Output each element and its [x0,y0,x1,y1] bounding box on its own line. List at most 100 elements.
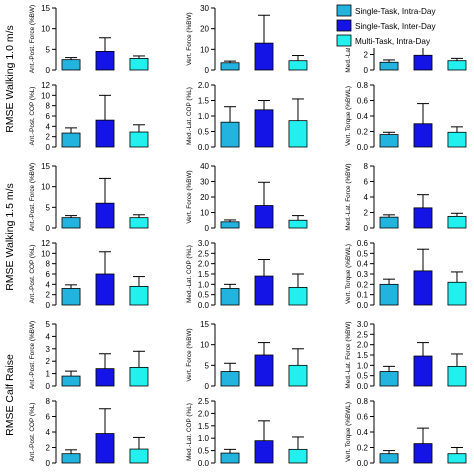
y-tick-label: 30 [200,178,209,187]
bar-single-task-inter-day [254,109,274,148]
y-tick-label: 2.5 [198,249,210,258]
bar-multi-task-intra-day [288,448,308,464]
bar-multi-task-intra-day [288,60,308,71]
y-tick-label: 0.6 [357,413,369,422]
y-tick-label: 5 [46,203,51,212]
y-tick-label: 0.1 [357,291,369,300]
y-tick-label: 15 [41,162,50,171]
y-tick-label: 5 [205,361,210,370]
panel-15: 0.00.5 1.01.52.0 2.53.0 Med.-Lat. Force (%B… [345,320,467,391]
y-axis-label: Ant.-Post. Force (%BW) [29,5,36,73]
row-label-calf-raise: RMSE Calf Raise [4,354,16,436]
y-tick-label: 20 [200,25,209,34]
panel-5: 0.0 0.5 1.0 1.5 2.0 Med.-Lat. COP (%L) [186,81,308,152]
y-tick-label: 1.5 [198,270,210,279]
bar-single-task-intra-day [61,375,81,387]
y-tick-label: 2 [46,291,51,300]
bar-multi-task-intra-day [288,120,308,148]
panel-8: 0 10 20 30 40 Vert. Force (%BW) [186,162,308,233]
bar-multi-task-intra-day [447,281,467,306]
y-tick-label: 4 [364,193,369,202]
y-tick-label: 0 [46,66,51,75]
y-tick-label: 0.5 [198,128,210,137]
bar-multi-task-intra-day [129,131,149,148]
legend-label: Single-Task, Intra-Day [355,7,436,16]
y-tick-label: 1 [46,370,51,379]
y-tick-label: 10 [41,25,50,34]
bar-single-task-inter-day [254,205,274,229]
bar-single-task-inter-day [95,368,115,387]
panel-13: 0 1 2 3 4 5 Ant.-Post. Force (%BW) [29,320,149,391]
y-tick-label: 0.2 [357,280,369,289]
y-tick-label: 2.5 [198,397,210,406]
y-tick-label: 2 [46,444,51,453]
y-axis-label: Ant.-Post. COP (%L) [29,245,36,304]
y-tick-label: 4 [46,122,51,131]
bar-multi-task-intra-day [288,219,308,229]
y-tick-label: 5 [46,320,51,329]
y-tick-label: 8 [46,102,51,111]
bar-single-task-inter-day [254,440,274,464]
bar-multi-task-intra-day [288,287,308,306]
y-tick-label: 40 [200,162,209,171]
panel-11: 0.00.5 1.01.52.0 2.53.0 Med.-Lat. COP (%L) [186,239,308,310]
y-tick-label: 0.0 [198,459,210,468]
bar-multi-task-intra-day [129,366,149,387]
y-axis-label: Ant.-Post. Force (%BW) [29,321,36,389]
y-tick-label: 4 [46,280,51,289]
bar-multi-task-intra-day [129,217,149,229]
bar-multi-task-intra-day [447,453,467,464]
y-tick-label: 8 [46,260,51,269]
y-tick-label: 2 [46,357,51,366]
y-axis-label: Med.-Lat. Force (%BW) [345,163,352,230]
y-tick-label: 6 [46,413,51,422]
y-axis-label: Vert. Torque (%BWL) [345,402,352,462]
bar-multi-task-intra-day [288,364,308,387]
y-tick-label: 0 [205,224,210,233]
y-tick-label: 0 [364,224,369,233]
bar-single-task-intra-day [61,453,81,464]
y-tick-label: 12 [41,81,50,90]
panel-17: 0.0 0.5 1.0 1.5 2.0 2.5 Med.-Lat. COP (%L) [186,397,308,468]
y-tick-label: 0.3 [357,270,369,279]
bar-single-task-intra-day [379,453,399,464]
y-tick-label: 2.5 [357,330,369,339]
y-tick-label: 10 [200,341,209,350]
y-tick-label: 1.0 [357,361,369,370]
bar-single-task-inter-day [254,275,274,306]
bar-single-task-inter-day [413,123,433,148]
bar-single-task-intra-day [220,288,240,306]
bar-single-task-intra-day [379,283,399,306]
bar-single-task-inter-day [95,51,115,71]
y-tick-label: 1.5 [198,422,210,431]
bar-single-task-inter-day [413,207,433,229]
y-axis-label: Vert. Force (%BW) [186,12,193,65]
y-tick-label: 0 [46,301,51,310]
bar-single-task-inter-day [95,433,115,464]
y-tick-label: 2.0 [357,341,369,350]
y-tick-label: 4 [46,428,51,437]
y-tick-label: 1.5 [198,97,210,106]
y-tick-label: 15 [41,4,50,13]
y-tick-label: 0.2 [357,128,369,137]
bar-multi-task-intra-day [447,365,467,387]
panel-6: 0.0 0.2 0.4 0.6 0.8 Vert. Torque (%BWL) [345,81,467,152]
y-tick-label: 6 [46,270,51,279]
y-tick-label: 0.5 [357,372,369,381]
y-tick-label: 0.5 [357,249,369,258]
y-tick-label: 10 [41,249,50,258]
y-axis-label: Vert. Torque (%BWL) [345,86,352,146]
y-tick-label: 2 [364,209,369,218]
bar-single-task-intra-day [220,371,240,387]
panel-18: 0.0 0.2 0.4 0.6 0.8 Vert. Torque (%BWL) [345,397,467,468]
bar-single-task-inter-day [413,443,433,464]
y-tick-label: 1.0 [198,280,210,289]
bar-single-task-intra-day [220,221,240,229]
y-tick-label: 1.0 [198,112,210,121]
bar-single-task-inter-day [413,270,433,306]
bar-multi-task-intra-day [129,285,149,306]
y-tick-label: 15 [200,320,209,329]
